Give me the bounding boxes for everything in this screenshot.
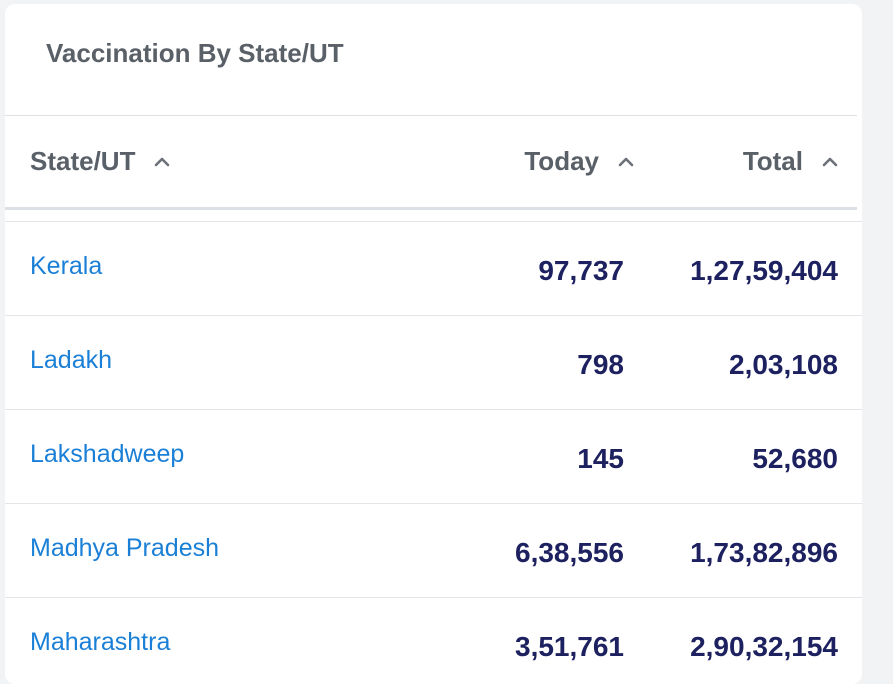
chevron-up-icon[interactable]	[615, 151, 637, 173]
column-header-total-label: Total	[742, 146, 803, 176]
total-value: 52,680	[752, 443, 838, 474]
today-value: 6,38,556	[515, 537, 624, 568]
vaccination-card: Vaccination By State/UT State/UT Today T…	[5, 4, 862, 684]
table-header: State/UT Today Total	[5, 115, 857, 210]
table-body: Kerala 97,737 1,27,59,404 Ladakh 798 2,0…	[5, 222, 862, 684]
column-header-state-label: State/UT	[30, 146, 136, 176]
state-link[interactable]: Kerala	[30, 252, 103, 280]
card-title: Vaccination By State/UT	[46, 38, 344, 68]
today-value: 145	[577, 443, 624, 474]
table-row: Kerala 97,737 1,27,59,404	[5, 222, 862, 316]
column-header-total[interactable]: Total	[743, 146, 841, 177]
chevron-up-icon[interactable]	[819, 151, 841, 173]
total-value: 2,90,32,154	[690, 631, 838, 662]
table-row: Ladakh 798 2,03,108	[5, 316, 862, 410]
header-divider	[5, 221, 862, 222]
total-value: 2,03,108	[729, 349, 838, 380]
column-header-today[interactable]: Today	[524, 146, 637, 177]
total-value: 1,27,59,404	[690, 255, 838, 286]
chevron-up-icon[interactable]	[151, 151, 173, 173]
table-row: Lakshadweep 145 52,680	[5, 410, 862, 504]
state-link[interactable]: Madhya Pradesh	[30, 534, 220, 562]
today-value: 97,737	[538, 255, 624, 286]
state-link[interactable]: Ladakh	[30, 346, 113, 374]
today-value: 3,51,761	[515, 631, 624, 662]
table-row: Maharashtra 3,51,761 2,90,32,154	[5, 598, 862, 684]
state-link[interactable]: Maharashtra	[30, 628, 171, 656]
table-row: Madhya Pradesh 6,38,556 1,73,82,896	[5, 504, 862, 598]
column-header-state[interactable]: State/UT	[30, 146, 173, 177]
column-header-today-label: Today	[524, 146, 599, 176]
today-value: 798	[577, 349, 624, 380]
total-value: 1,73,82,896	[690, 537, 838, 568]
state-link[interactable]: Lakshadweep	[30, 440, 185, 468]
